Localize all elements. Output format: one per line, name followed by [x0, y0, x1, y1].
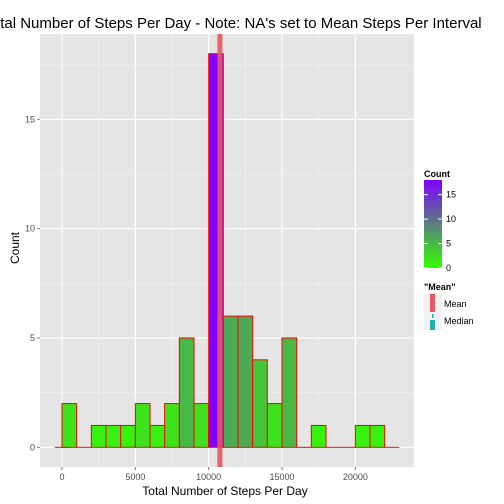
- y-tick-label: 0: [30, 442, 35, 452]
- line-legend-title: "Mean": [424, 282, 456, 292]
- bar-13: [237, 315, 254, 448]
- bar-6: [134, 403, 151, 448]
- bar-22: [369, 424, 386, 448]
- legend-median-label: Median: [444, 316, 474, 326]
- y-axis-title: Count: [8, 231, 22, 264]
- bar-3: [90, 424, 107, 448]
- y-tick-label: 10: [25, 224, 35, 234]
- bar-7: [149, 424, 166, 448]
- line-legend: "Mean" Mean Median: [424, 282, 474, 330]
- y-tick-label: 15: [25, 114, 35, 124]
- legend-median-swatch-tip: [432, 314, 434, 318]
- count-colorbar: [424, 180, 442, 268]
- legend-mean-swatch: [430, 294, 435, 312]
- count-tick-label: 10: [446, 214, 456, 224]
- x-tick-label: 5000: [125, 472, 145, 482]
- x-tick-label: 0: [59, 472, 64, 482]
- legend-mean-label: Mean: [444, 299, 467, 309]
- count-tick-label: 15: [446, 190, 456, 200]
- bar-15: [266, 403, 283, 448]
- bar-16: [281, 337, 298, 448]
- bar-21: [354, 424, 371, 448]
- count-tick-label: 0: [446, 263, 451, 273]
- count-legend-title: Count: [424, 169, 450, 179]
- y-tick-label: 5: [30, 333, 35, 343]
- bar-14: [252, 359, 268, 448]
- x-tick-label: 20000: [343, 472, 368, 482]
- bar-1: [61, 403, 78, 448]
- count-legend-ticks: 0 5 10 15: [424, 190, 456, 273]
- chart-title: Total Number of Steps Per Day - Note: NA…: [0, 15, 482, 32]
- bar-8: [164, 403, 180, 448]
- bar-18: [310, 424, 327, 448]
- bar-4: [105, 424, 122, 448]
- count-legend: Count 0 5 10 15: [424, 169, 456, 273]
- bar-12: [222, 315, 239, 448]
- bar-10: [193, 403, 210, 448]
- x-tick-label: 15000: [269, 472, 294, 482]
- bar-9: [178, 337, 195, 448]
- legend-median-swatch: [430, 320, 435, 330]
- y-axis-ticks: 0 5 10 15: [25, 114, 40, 452]
- x-axis-title: Total Number of Steps Per Day: [142, 484, 307, 498]
- x-tick-label: 10000: [196, 472, 221, 482]
- x-axis-ticks: 0 5000 10000 15000 20000: [59, 467, 368, 482]
- bar-5: [120, 424, 136, 448]
- count-tick-label: 5: [446, 239, 451, 249]
